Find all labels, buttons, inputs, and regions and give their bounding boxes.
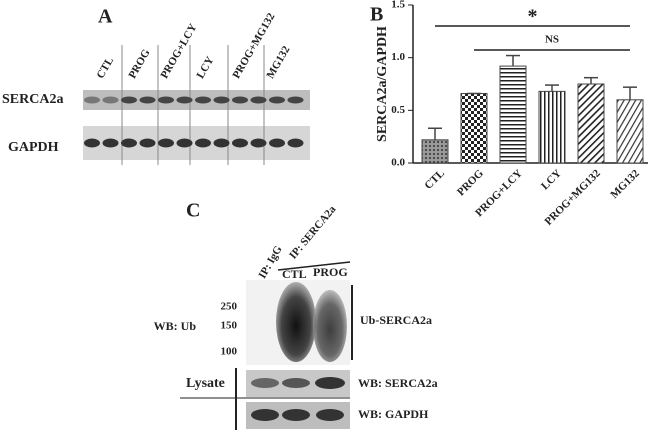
panel-label: A — [98, 6, 113, 28]
row-label: GAPDH — [8, 140, 59, 155]
wb-label: WB: SERCA2a — [358, 376, 438, 390]
lane-label: PROG+LCY — [158, 22, 199, 81]
x-tick-label: MG132 — [608, 167, 642, 201]
lane-label: CTL — [282, 267, 307, 281]
row-label: SERCA2a — [2, 92, 63, 107]
bar — [538, 90, 566, 164]
band — [282, 378, 310, 388]
x-tick-label: PROG — [455, 167, 486, 198]
lane-label: LCY — [194, 55, 216, 81]
band — [250, 96, 267, 104]
wb-label: Ub-SERCA2a — [360, 313, 432, 327]
y-tick-label: 0.5 — [391, 104, 405, 116]
band — [102, 138, 119, 148]
band — [158, 138, 174, 148]
band — [213, 96, 230, 104]
panel-label: B — [370, 4, 383, 26]
ip-label: IP: SERCA2a — [287, 203, 339, 261]
band — [269, 96, 285, 104]
band — [315, 377, 345, 389]
marker: 100 — [221, 346, 238, 358]
band — [84, 138, 100, 148]
band — [102, 96, 119, 104]
band — [139, 96, 156, 104]
x-tick-label: CTL — [422, 167, 446, 191]
bar — [460, 92, 488, 164]
band — [176, 138, 193, 148]
sig-label: NS — [545, 34, 559, 46]
band — [84, 96, 100, 104]
bar — [577, 83, 605, 164]
panel-label: C — [186, 200, 200, 222]
band — [121, 96, 137, 104]
y-axis-label: SERCA2a/GAPDH — [375, 26, 390, 142]
y-tick-label: 1.0 — [391, 51, 405, 63]
bar — [421, 139, 449, 164]
marker: 250 — [221, 301, 238, 313]
band — [232, 96, 248, 104]
lane-label: PROG — [126, 47, 153, 81]
band — [250, 138, 267, 148]
y-tick-label: 0.0 — [391, 157, 405, 169]
y-tick-label: 1.5 — [391, 0, 405, 11]
band — [232, 138, 248, 148]
band — [139, 138, 156, 148]
wb-label: WB: GAPDH — [358, 407, 429, 421]
marker: 150 — [221, 320, 238, 332]
band — [269, 138, 285, 148]
smear — [313, 290, 347, 362]
band — [251, 378, 279, 388]
band — [282, 409, 310, 421]
smear — [276, 282, 316, 362]
band — [213, 138, 230, 148]
ip-label: IP: IgG — [256, 243, 284, 280]
bar — [499, 65, 527, 164]
bracket — [277, 261, 351, 271]
band — [287, 96, 304, 104]
lane-label: CTL — [94, 55, 116, 81]
band — [121, 138, 137, 148]
bar — [616, 99, 644, 164]
band — [316, 409, 344, 421]
lysate-label: Lysate — [186, 376, 225, 391]
band — [195, 138, 211, 148]
x-tick-label: LCY — [539, 167, 564, 192]
band — [176, 96, 193, 104]
lane-label: MG132 — [264, 44, 292, 81]
band — [195, 96, 211, 104]
band — [287, 138, 304, 148]
band — [158, 96, 174, 104]
band — [251, 409, 279, 421]
sig-label: * — [528, 6, 538, 28]
lane-label: PROG — [313, 265, 348, 279]
wb-label: WB: Ub — [154, 319, 197, 333]
